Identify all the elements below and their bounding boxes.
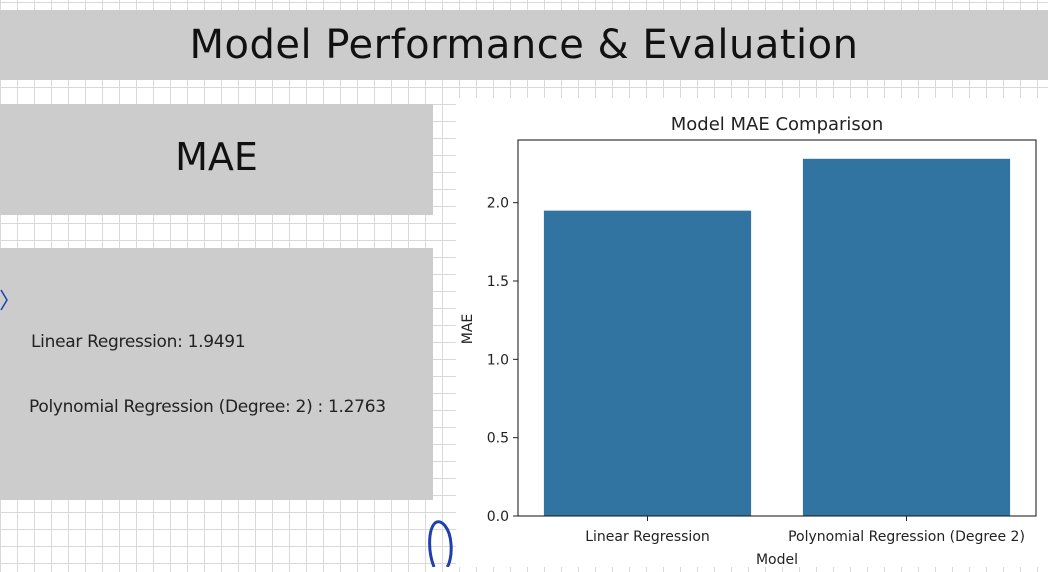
result-polynomial-regression: Polynomial Regression (Degree: 2) : 1.27… bbox=[29, 397, 386, 417]
x-tick-label: Polynomial Regression (Degree 2) bbox=[788, 529, 1025, 545]
y-tick-label: 0.5 bbox=[487, 431, 509, 447]
scribble-mark-left bbox=[0, 289, 8, 311]
results-box: Linear Regression: 1.9491 Polynomial Reg… bbox=[0, 248, 433, 500]
chart-title: Model MAE Comparison bbox=[671, 114, 883, 135]
y-axis-label: MAE bbox=[460, 314, 476, 345]
chart-panel: Model MAE Comparison MAE Model Linear Re… bbox=[456, 98, 1048, 568]
metric-label: MAE bbox=[175, 134, 258, 179]
result-linear-regression: Linear Regression: 1.9491 bbox=[31, 332, 246, 352]
metric-label-box: MAE bbox=[0, 104, 433, 215]
x-axis-label: Model bbox=[756, 552, 798, 567]
bar-polynomial-regression bbox=[802, 158, 1011, 517]
scribble-loop bbox=[428, 520, 453, 567]
y-tick-label: 1.0 bbox=[487, 352, 509, 368]
title-banner: Model Performance & Evaluation bbox=[0, 10, 1048, 80]
y-tick-label: 2.0 bbox=[487, 196, 509, 212]
y-tick-label: 0.0 bbox=[487, 509, 509, 525]
mae-bar-chart: Model MAE Comparison MAE Model Linear Re… bbox=[460, 114, 1037, 568]
x-tick-label: Linear Regression bbox=[585, 529, 710, 545]
plot-frame bbox=[517, 139, 1037, 517]
bar-linear-regression bbox=[543, 210, 752, 516]
page-title: Model Performance & Evaluation bbox=[189, 22, 859, 68]
y-tick-label: 1.5 bbox=[487, 274, 509, 290]
